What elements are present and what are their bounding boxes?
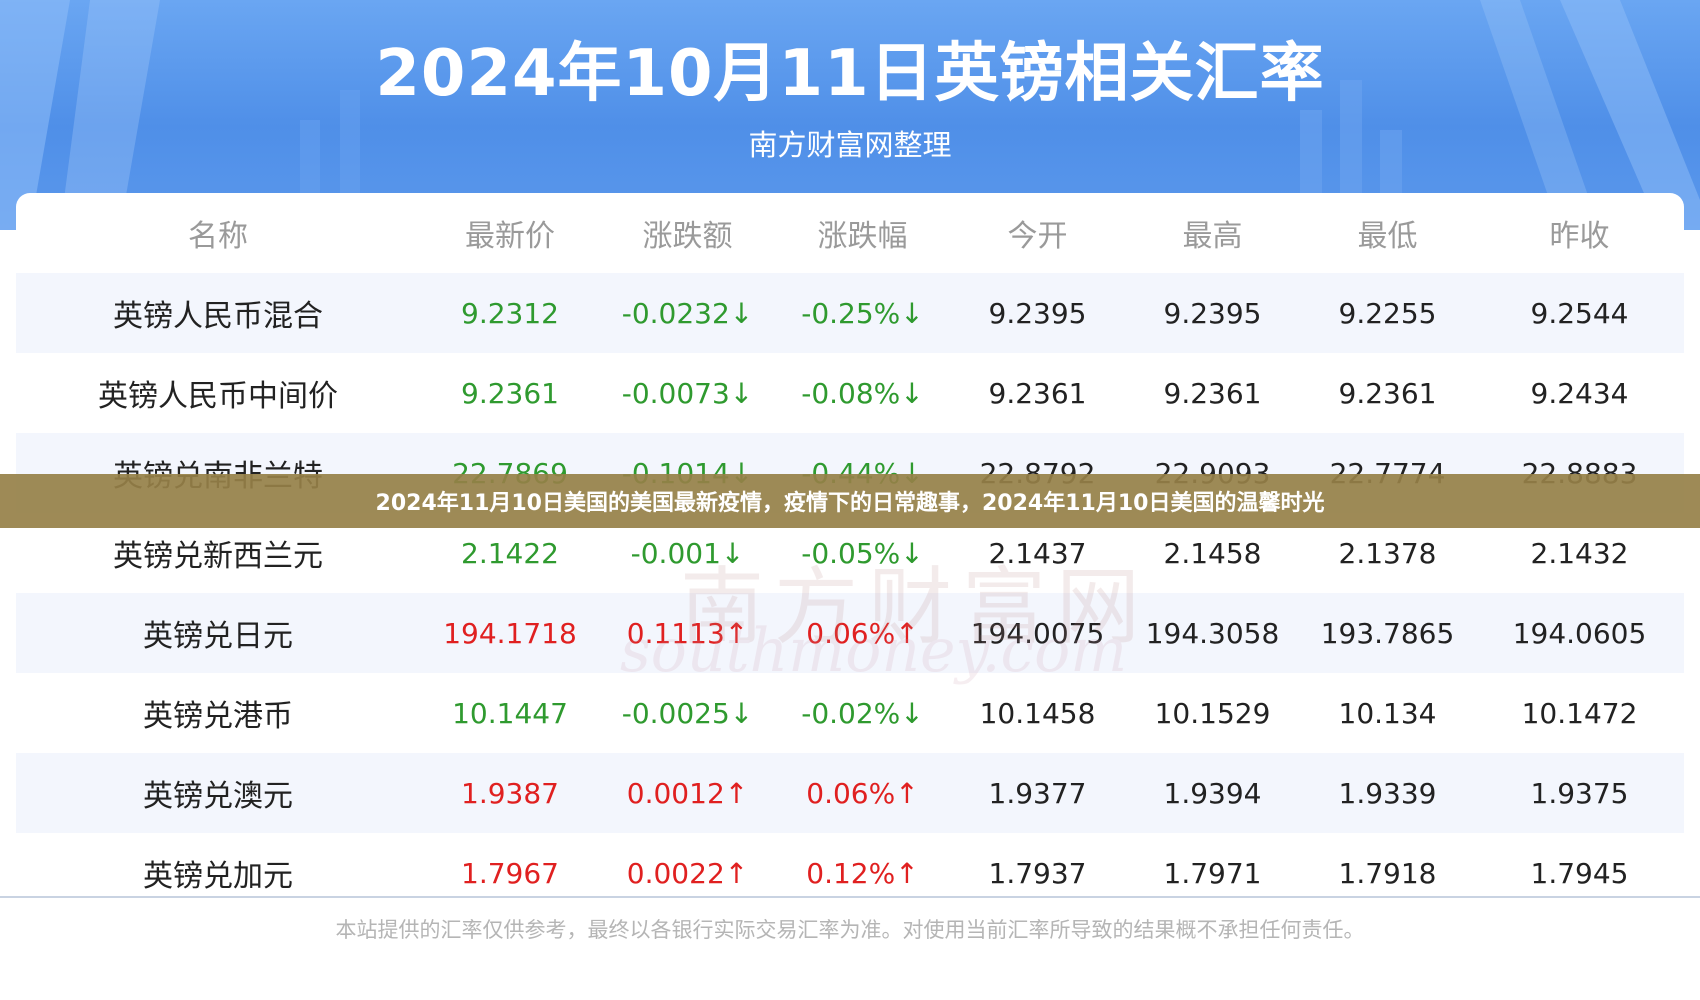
cell-open: 10.1458	[979, 696, 1096, 730]
page-subtitle: 南方财富网整理	[748, 128, 952, 162]
cell-name: 英镑兑日元	[16, 593, 420, 673]
cell-high: 9.2395	[1125, 273, 1300, 353]
caption-text: 2024年11月10日美国的美国最新疫情，疫情下的日常趣事，2024年11月10…	[375, 491, 1325, 516]
cell-latest: 2.1422	[461, 536, 559, 570]
table-row: 英镑人民币混合 9.2312 -0.0232↓ -0.25%↓ 9.2395 9…	[16, 273, 1684, 353]
table-row: 英镑兑加元 1.7967 0.0022↑ 0.12%↑ 1.7937 1.797…	[16, 833, 1684, 913]
cell-prev: 10.1472	[1521, 696, 1638, 730]
cell-high: 10.1529	[1154, 696, 1271, 730]
table-row: 英镑兑日元 194.1718 0.1113↑ 0.06%↑ 194.0075 1…	[16, 593, 1684, 673]
cell-open: 1.9377	[950, 753, 1125, 833]
col-header-open: 今开	[1007, 219, 1068, 254]
cell-pct: -0.02%↓	[801, 696, 924, 730]
cell-pct: -0.25%↓	[775, 273, 950, 353]
cell-change: 0.1113↑	[600, 593, 775, 673]
col-header-low: 最低	[1357, 219, 1418, 254]
cell-pct: 0.06%↑	[775, 593, 950, 673]
cell-open: 2.1437	[988, 536, 1087, 570]
cell-name: 英镑兑港币	[143, 699, 293, 734]
cell-high: 1.7971	[1163, 856, 1262, 890]
cell-prev: 1.9375	[1475, 753, 1684, 833]
disclaimer-text: 本站提供的汇率仅供参考，最终以各银行实际交易汇率为准。对使用当前汇率所导致的结果…	[335, 918, 1365, 942]
cell-name: 英镑兑新西兰元	[113, 539, 323, 574]
col-header-pct: 涨跌幅	[817, 219, 908, 254]
cell-latest: 194.1718	[420, 593, 600, 673]
cell-open: 1.7937	[988, 856, 1087, 890]
cell-low: 2.1378	[1338, 536, 1437, 570]
cell-change: -0.001↓	[630, 536, 745, 570]
cell-latest: 9.2312	[420, 273, 600, 353]
watermark-cn: 南方财富网	[680, 558, 1151, 656]
col-header-change: 涨跌额	[642, 219, 733, 254]
cell-change: -0.0073↓	[621, 376, 754, 410]
watermark-en: southmoney.com	[620, 616, 1128, 686]
cell-high: 194.3058	[1125, 593, 1300, 673]
table-row: 英镑人民币中间价 9.2361 -0.0073↓ -0.08%↓ 9.2361 …	[16, 353, 1684, 433]
table-row: 英镑兑港币 10.1447 -0.0025↓ -0.02%↓ 10.1458 1…	[16, 673, 1684, 753]
cell-latest: 9.2361	[461, 376, 559, 410]
cell-open: 9.2361	[988, 376, 1087, 410]
cell-change: -0.0025↓	[621, 696, 754, 730]
cell-latest: 1.9387	[420, 753, 600, 833]
cell-latest: 10.1447	[452, 696, 568, 730]
col-header-prev: 昨收	[1549, 219, 1610, 254]
cell-change: -0.0232↓	[600, 273, 775, 353]
cell-prev: 9.2434	[1530, 376, 1629, 410]
table-row: 英镑兑澳元 1.9387 0.0012↑ 0.06%↑ 1.9377 1.939…	[16, 753, 1684, 833]
cell-open: 194.0075	[950, 593, 1125, 673]
table-header-row: 名称 最新价 涨跌额 涨跌幅 今开 最高 最低 昨收	[16, 193, 1684, 273]
cell-prev: 9.2544	[1475, 273, 1684, 353]
cell-low: 9.2361	[1338, 376, 1437, 410]
cell-high: 2.1458	[1163, 536, 1262, 570]
cell-high: 1.9394	[1125, 753, 1300, 833]
cell-pct: -0.05%↓	[801, 536, 924, 570]
cell-pct: -0.08%↓	[801, 376, 924, 410]
cell-prev: 194.0605	[1475, 593, 1684, 673]
cell-name: 英镑兑加元	[143, 859, 293, 894]
caption-overlay-bar: 2024年11月10日美国的美国最新疫情，疫情下的日常趣事，2024年11月10…	[0, 474, 1700, 528]
table-row: 英镑兑新西兰元 2.1422 -0.001↓ -0.05%↓ 2.1437 2.…	[16, 513, 1684, 593]
cell-name: 英镑人民币中间价	[98, 379, 338, 414]
cell-open: 9.2395	[950, 273, 1125, 353]
col-header-name: 名称	[188, 219, 248, 254]
page-title: 2024年10月11日英镑相关汇率	[375, 37, 1325, 111]
cell-low: 10.134	[1338, 696, 1437, 730]
cell-prev: 2.1432	[1530, 536, 1629, 570]
cell-pct: 0.06%↑	[775, 753, 950, 833]
cell-change: 0.0012↑	[600, 753, 775, 833]
cell-low: 193.7865	[1300, 593, 1475, 673]
cell-pct: 0.12%↑	[806, 856, 919, 890]
col-header-high: 最高	[1182, 219, 1243, 254]
col-header-latest: 最新价	[465, 219, 555, 254]
cell-name: 英镑兑澳元	[16, 753, 420, 833]
cell-prev: 1.7945	[1530, 856, 1629, 890]
cell-name: 英镑人民币混合	[16, 273, 420, 353]
cell-low: 9.2255	[1300, 273, 1475, 353]
cell-change: 0.0022↑	[626, 856, 749, 890]
watermark-logo: 南方财富网 southmoney.com	[560, 540, 1200, 700]
cell-latest: 1.7967	[461, 856, 559, 890]
cell-low: 1.9339	[1300, 753, 1475, 833]
cell-high: 9.2361	[1163, 376, 1262, 410]
footer-divider	[0, 896, 1700, 898]
cell-low: 1.7918	[1338, 856, 1437, 890]
